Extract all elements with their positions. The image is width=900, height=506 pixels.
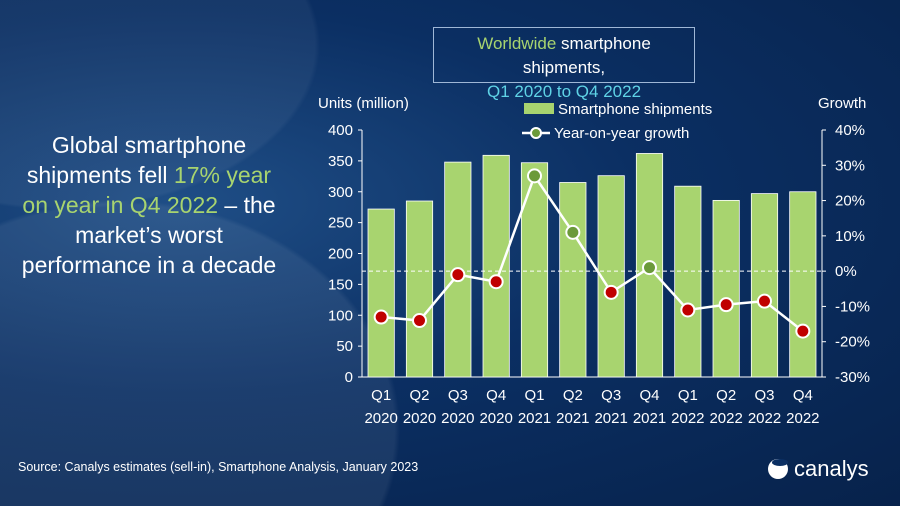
headline: Global smartphone shipments fell 17% yea… [21, 132, 277, 278]
y2-tick-label: -20% [835, 334, 870, 351]
x-tick-label: 2022 [748, 410, 781, 427]
y-axis-title: Units (million) [318, 95, 409, 112]
growth-point [680, 302, 696, 318]
y2-tick-label: 30% [835, 157, 865, 174]
y-tick-label: 250 [328, 215, 353, 232]
y-tick-label: 50 [336, 338, 353, 355]
x-tick-label: Q4 [639, 387, 659, 404]
legend-line-label: Year-on-year growth [554, 125, 689, 142]
y2-tick-label: 40% [835, 122, 865, 139]
growth-point [565, 224, 581, 240]
bar [750, 193, 779, 378]
growth-point [450, 267, 466, 283]
bar [520, 162, 549, 378]
y-tick-label: 400 [328, 122, 353, 139]
x-tick-label: 2020 [364, 410, 397, 427]
x-tick-label: 2022 [709, 410, 742, 427]
x-tick-label: Q3 [601, 387, 621, 404]
x-tick-label: 2022 [786, 410, 819, 427]
bar [789, 191, 817, 378]
x-tick-label: 2020 [403, 410, 436, 427]
y2-tick-label: -10% [835, 298, 870, 315]
x-tick-label: Q4 [793, 387, 813, 404]
x-tick-label: Q2 [716, 387, 736, 404]
y-tick-label: 300 [328, 184, 353, 201]
bar [712, 199, 740, 378]
y2-tick-label: 10% [835, 228, 865, 245]
bar [405, 200, 434, 378]
growth-point [603, 284, 619, 300]
y-tick-label: 0 [345, 369, 353, 386]
chart: 0 50 100 150 200 250 300 350 400 -30% -20% -10% 0% 10… [318, 95, 870, 427]
bar [674, 185, 702, 378]
y-tick-label: 100 [328, 307, 353, 324]
y-tick-label: 200 [328, 246, 353, 263]
source-note: Source: Canalys estimates (sell-in), Sma… [18, 460, 419, 474]
bar [482, 154, 510, 378]
growth-point [488, 274, 504, 290]
chart-title: Worldwide smartphone shipments, Q1 2020 t… [433, 27, 695, 101]
x-tick-label: 2022 [671, 410, 704, 427]
y-tick-label: 150 [328, 276, 353, 293]
x-tick-label: Q2 [563, 387, 583, 404]
bar [559, 182, 587, 378]
y2-tick-label: 0% [835, 263, 857, 280]
x-tick-label: Q3 [754, 387, 774, 404]
x-tick-label: 2021 [633, 410, 666, 427]
growth-point [527, 168, 542, 184]
growth-point [642, 260, 657, 276]
x-tick-label: Q4 [486, 387, 506, 404]
growth-point [718, 297, 734, 313]
y2-tick-label: 20% [835, 193, 865, 210]
x-tick-label: Q1 [524, 387, 544, 404]
x-tick-label: 2020 [479, 410, 512, 427]
x-tick-label: 2020 [441, 410, 474, 427]
x-tick-label: 2021 [556, 410, 589, 427]
x-tick-label: 2021 [518, 410, 551, 427]
y-tick-label: 350 [328, 153, 353, 170]
y2-axis-title: Growth [818, 95, 866, 112]
x-tick-label: Q1 [371, 387, 391, 404]
legend-line-marker [530, 127, 542, 139]
x-tick-label: Q3 [448, 387, 468, 404]
canalys-logo-icon [768, 459, 788, 479]
legend-bar-label: Smartphone shipments [558, 101, 712, 118]
growth-point [412, 313, 427, 329]
x-tick-label: Q1 [678, 387, 698, 404]
growth-point [795, 323, 811, 339]
legend-bar-swatch [524, 103, 554, 114]
canalys-logo: canalys [768, 456, 886, 482]
bar [635, 153, 664, 378]
bar [367, 208, 395, 378]
x-tick-label: Q2 [409, 387, 429, 404]
y2-tick-label: -30% [835, 369, 870, 386]
growth-point [757, 293, 772, 309]
x-tick-label: 2021 [594, 410, 627, 427]
growth-point [373, 309, 389, 325]
